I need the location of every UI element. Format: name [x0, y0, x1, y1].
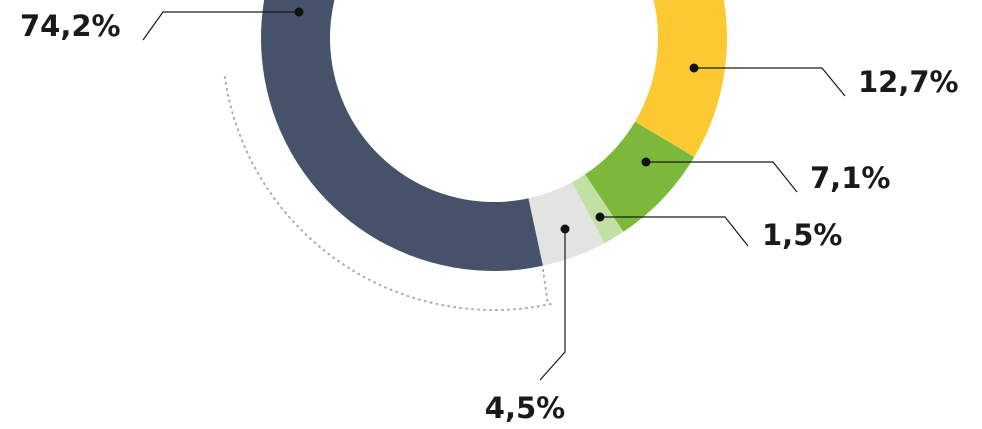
donut-segment [528, 182, 605, 266]
dotted-arc [223, 74, 552, 311]
donut-segment [585, 121, 695, 232]
donut-segment [571, 174, 624, 244]
leader-dot [689, 63, 699, 73]
value-label: 1,5% [762, 218, 842, 252]
leader-line [694, 67, 846, 97]
leader-dot [294, 7, 304, 17]
leader-line [646, 161, 798, 193]
leader-line [600, 216, 749, 247]
value-label: 4,5% [485, 391, 565, 425]
leader-dot [641, 157, 651, 167]
donut-segment [634, 0, 727, 158]
leader-line [539, 229, 566, 381]
value-label: 74,2% [20, 9, 121, 43]
donut [261, 0, 727, 271]
donut-segment [261, 0, 543, 271]
value-label: 12,7% [858, 65, 959, 99]
dotted-tick [542, 269, 549, 306]
leader-dot [595, 212, 605, 222]
leader-dot [560, 224, 570, 234]
value-label: 7,1% [810, 161, 890, 195]
leader-line [142, 11, 299, 41]
